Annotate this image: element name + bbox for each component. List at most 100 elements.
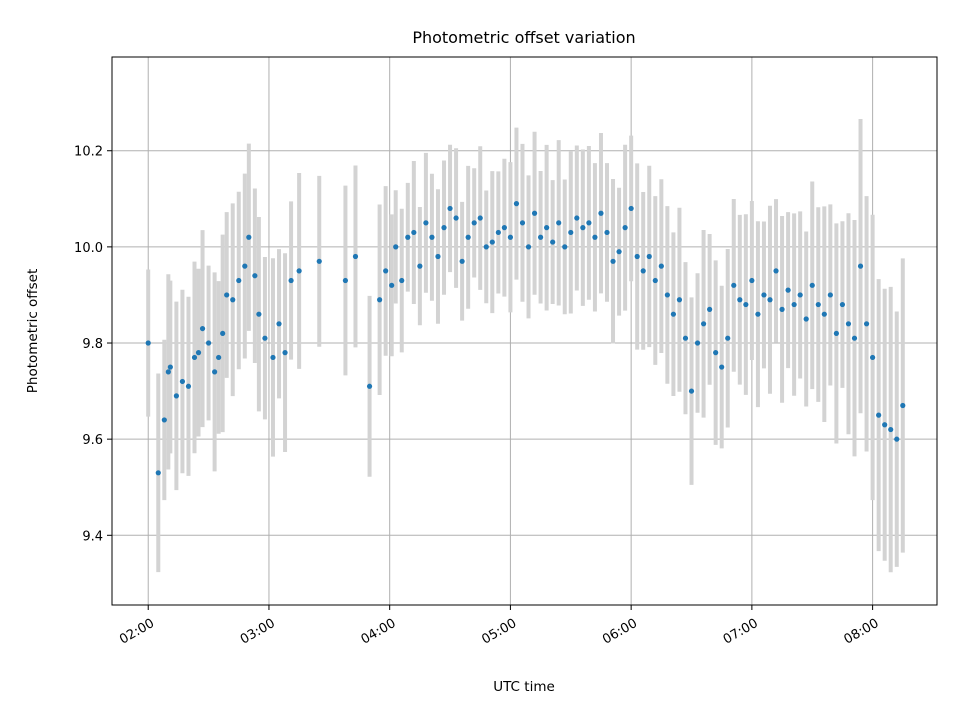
- data-point: [682, 335, 689, 341]
- y-axis: 9.4 9.6 9.8 10.0 10.2: [74, 145, 112, 544]
- y-tick-label: 10.0: [74, 241, 103, 256]
- data-point: [574, 215, 580, 221]
- data-point: [399, 277, 405, 284]
- data-point: [839, 301, 846, 308]
- data-point: [537, 234, 544, 240]
- data-point: [737, 297, 743, 303]
- data-point: [815, 301, 821, 308]
- data-point: [252, 273, 258, 279]
- data-point: [495, 229, 501, 236]
- data-point: [531, 210, 538, 216]
- data-point: [212, 369, 218, 375]
- data-point: [471, 220, 477, 226]
- data-point: [429, 234, 435, 240]
- data-point: [242, 263, 248, 269]
- data-point: [199, 325, 206, 332]
- data-point: [366, 383, 373, 389]
- data-point: [634, 253, 640, 260]
- data-point: [501, 225, 507, 231]
- data-point: [700, 321, 707, 327]
- data-point: [465, 234, 471, 240]
- data-point: [725, 335, 731, 341]
- data-point: [417, 263, 423, 269]
- data-point: [622, 225, 628, 231]
- data-point: [550, 239, 556, 245]
- y-tick-label: 9.6: [82, 433, 103, 448]
- data-point: [316, 258, 322, 264]
- data-point: [562, 244, 568, 250]
- data-point: [165, 369, 171, 375]
- data-point: [676, 297, 683, 303]
- data-point: [604, 229, 610, 236]
- data-point: [519, 220, 526, 226]
- data-point: [761, 292, 767, 298]
- data-point: [900, 402, 906, 409]
- data-point: [195, 350, 202, 356]
- data-point: [882, 422, 888, 428]
- data-point: [870, 354, 876, 361]
- data-point: [894, 436, 900, 442]
- data-point: [610, 258, 616, 264]
- data-point: [191, 354, 198, 361]
- data-point: [411, 229, 417, 236]
- data-point: [833, 330, 839, 337]
- data-point: [389, 282, 395, 288]
- data-point: [489, 239, 495, 245]
- plot-frame: [111, 56, 938, 606]
- data-point: [719, 364, 725, 370]
- data-point: [658, 263, 664, 269]
- data-point: [230, 297, 236, 303]
- data-point: [544, 225, 550, 231]
- data-point: [652, 277, 658, 284]
- data-point: [707, 306, 713, 312]
- data-point: [276, 321, 282, 327]
- data-point: [580, 225, 586, 231]
- y-tick-label: 9.4: [82, 529, 103, 544]
- data-point: [803, 316, 809, 322]
- data-point: [459, 258, 465, 264]
- data-point: [664, 292, 670, 298]
- data-point: [863, 321, 870, 327]
- data-point: [513, 201, 520, 207]
- data-point: [713, 350, 719, 356]
- data-point: [592, 234, 598, 240]
- data-point: [851, 335, 858, 341]
- data-point: [785, 287, 791, 293]
- data-point: [646, 253, 652, 260]
- data-point: [628, 205, 634, 212]
- data-point: [827, 292, 833, 298]
- data-point: [694, 340, 701, 346]
- data-point: [383, 268, 389, 274]
- data-point: [525, 244, 532, 250]
- data-point: [423, 220, 429, 226]
- data-point: [670, 311, 677, 317]
- data-point: [888, 426, 894, 433]
- data-point: [256, 311, 262, 317]
- data-point: [236, 277, 242, 284]
- data-point: [220, 330, 226, 337]
- data-point: [246, 234, 252, 240]
- data-point: [797, 292, 803, 298]
- data-point: [393, 244, 399, 250]
- data-point: [447, 205, 453, 212]
- data-point: [483, 244, 489, 250]
- data-point: [616, 249, 622, 255]
- data-point: [477, 215, 483, 221]
- data-point: [441, 225, 447, 231]
- data-point: [405, 234, 411, 240]
- data-point: [282, 350, 288, 356]
- y-axis-label: Photometric offset: [25, 269, 41, 393]
- x-axis-label: UTC time: [493, 679, 555, 695]
- data-point: [755, 311, 761, 317]
- data-point: [749, 277, 755, 284]
- data-point: [270, 354, 276, 361]
- data-point: [173, 393, 179, 399]
- y-tick-label: 9.8: [82, 337, 103, 352]
- data-point: [556, 220, 562, 226]
- data-point: [145, 340, 151, 346]
- data-point: [185, 383, 192, 389]
- data-point: [352, 253, 359, 260]
- data-point: [296, 268, 302, 274]
